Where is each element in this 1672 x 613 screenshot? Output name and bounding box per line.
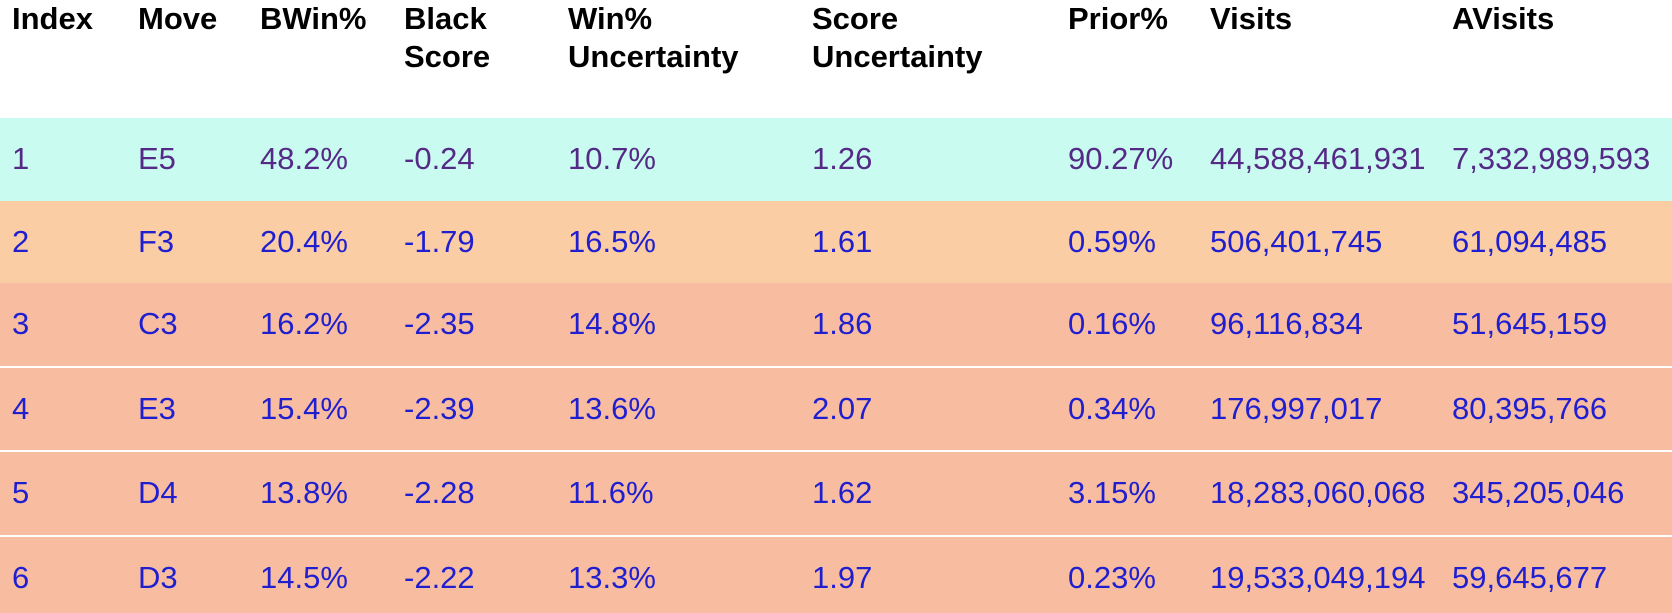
move-row-d4[interactable]: 5 D4 13.8% -2.28 11.6% 1.62 3.15% 18,283… (0, 450, 1672, 536)
cell-avisits: 51,645,159 (1440, 283, 1672, 367)
cell-index: 5 (0, 450, 126, 536)
cell-score-uncertainty: 1.26 (800, 118, 1056, 201)
table-body: 1 E5 48.2% -0.24 10.7% 1.26 90.27% 44,58… (0, 118, 1672, 613)
cell-score-uncertainty: 2.07 (800, 365, 1056, 451)
cell-visits: 19,533,049,194 (1198, 534, 1440, 613)
cell-bwin: 48.2% (248, 118, 392, 201)
cell-black-score: -2.28 (392, 450, 556, 536)
header-row: Index Move BWin% Black Score Win% Uncert… (0, 0, 1672, 118)
column-header-move: Move (126, 0, 248, 118)
cell-bwin: 16.2% (248, 283, 392, 367)
cell-prior: 0.16% (1056, 283, 1198, 367)
cell-index: 4 (0, 365, 126, 451)
column-header-win-uncertainty: Win% Uncertainty (556, 0, 800, 118)
cell-score-uncertainty: 1.62 (800, 450, 1056, 536)
cell-avisits: 80,395,766 (1440, 365, 1672, 451)
cell-score-uncertainty: 1.86 (800, 283, 1056, 367)
cell-visits: 96,116,834 (1198, 283, 1440, 367)
cell-bwin: 13.8% (248, 450, 392, 536)
cell-index: 1 (0, 118, 126, 201)
cell-score-uncertainty: 1.97 (800, 534, 1056, 613)
cell-win-uncertainty: 14.8% (556, 283, 800, 367)
move-row-d3[interactable]: 6 D3 14.5% -2.22 13.3% 1.97 0.23% 19,533… (0, 534, 1672, 613)
cell-prior: 0.23% (1056, 534, 1198, 613)
cell-index: 6 (0, 534, 126, 613)
cell-bwin: 14.5% (248, 534, 392, 613)
cell-black-score: -0.24 (392, 118, 556, 201)
cell-avisits: 345,205,046 (1440, 450, 1672, 536)
cell-move: E5 (126, 118, 248, 201)
cell-prior: 0.34% (1056, 365, 1198, 451)
cell-win-uncertainty: 13.3% (556, 534, 800, 613)
cell-visits: 18,283,060,068 (1198, 450, 1440, 536)
cell-black-score: -1.79 (392, 200, 556, 283)
cell-black-score: -2.39 (392, 365, 556, 451)
cell-win-uncertainty: 13.6% (556, 365, 800, 451)
cell-index: 3 (0, 283, 126, 367)
cell-score-uncertainty: 1.61 (800, 200, 1056, 283)
cell-win-uncertainty: 11.6% (556, 450, 800, 536)
cell-win-uncertainty: 10.7% (556, 118, 800, 201)
cell-index: 2 (0, 200, 126, 283)
cell-bwin: 15.4% (248, 365, 392, 451)
cell-move: D4 (126, 450, 248, 536)
column-header-score-uncertainty: Score Uncertainty (800, 0, 1056, 118)
move-row-e3[interactable]: 4 E3 15.4% -2.39 13.6% 2.07 0.34% 176,99… (0, 365, 1672, 451)
move-row-c3[interactable]: 3 C3 16.2% -2.35 14.8% 1.86 0.16% 96,116… (0, 283, 1672, 367)
cell-bwin: 20.4% (248, 200, 392, 283)
cell-avisits: 59,645,677 (1440, 534, 1672, 613)
column-header-bwin: BWin% (248, 0, 392, 118)
table-header: Index Move BWin% Black Score Win% Uncert… (0, 0, 1672, 118)
column-header-black-score: Black Score (392, 0, 556, 118)
cell-visits: 176,997,017 (1198, 365, 1440, 451)
cell-prior: 90.27% (1056, 118, 1198, 201)
column-header-avisits: AVisits (1440, 0, 1672, 118)
cell-move: C3 (126, 283, 248, 367)
cell-move: D3 (126, 534, 248, 613)
cell-black-score: -2.35 (392, 283, 556, 367)
cell-avisits: 61,094,485 (1440, 200, 1672, 283)
cell-prior: 0.59% (1056, 200, 1198, 283)
cell-prior: 3.15% (1056, 450, 1198, 536)
cell-move: E3 (126, 365, 248, 451)
cell-visits: 506,401,745 (1198, 200, 1440, 283)
column-header-prior: Prior% (1056, 0, 1198, 118)
column-header-index: Index (0, 0, 126, 118)
move-row-e5[interactable]: 1 E5 48.2% -0.24 10.7% 1.26 90.27% 44,58… (0, 118, 1672, 201)
cell-visits: 44,588,461,931 (1198, 118, 1440, 201)
column-header-visits: Visits (1198, 0, 1440, 118)
cell-black-score: -2.22 (392, 534, 556, 613)
cell-move: F3 (126, 200, 248, 283)
cell-win-uncertainty: 16.5% (556, 200, 800, 283)
cell-avisits: 7,332,989,593 (1440, 118, 1672, 201)
move-row-f3[interactable]: 2 F3 20.4% -1.79 16.5% 1.61 0.59% 506,40… (0, 200, 1672, 283)
